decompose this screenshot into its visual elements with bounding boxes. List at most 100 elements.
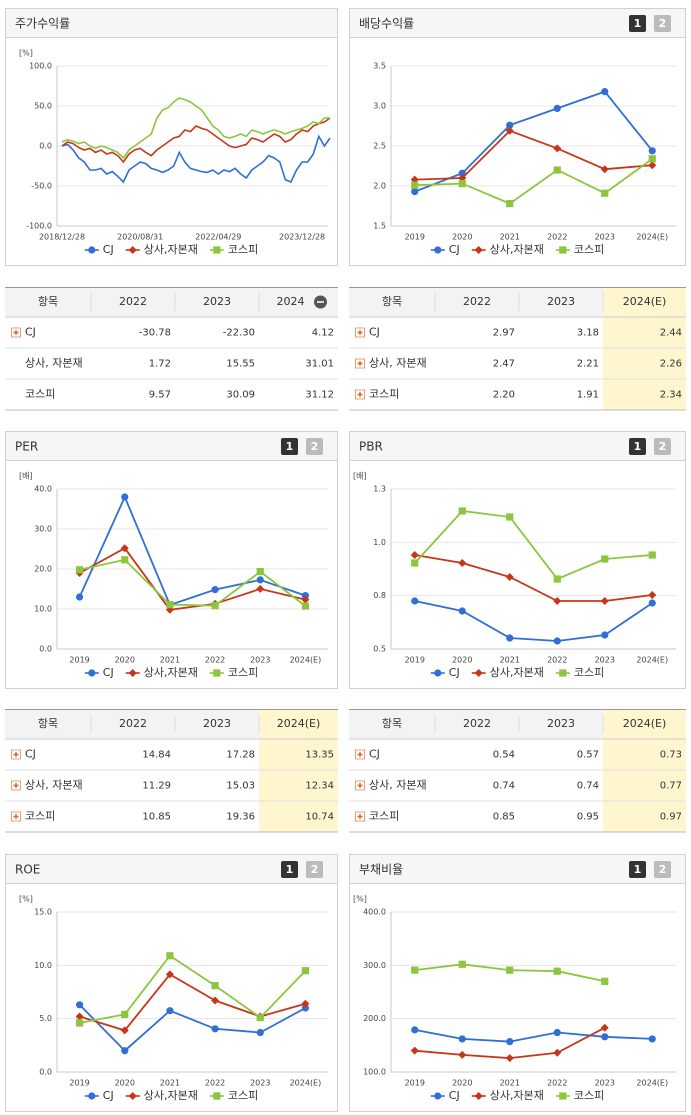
cell-value: 0.54 bbox=[493, 750, 515, 761]
point bbox=[301, 967, 310, 975]
x-tick-label: 2020 bbox=[452, 233, 472, 242]
page-button[interactable] bbox=[629, 861, 646, 878]
point bbox=[506, 121, 514, 129]
legend-marker bbox=[559, 1092, 567, 1100]
cell-value: 0.77 bbox=[660, 781, 682, 792]
point bbox=[301, 595, 310, 604]
point bbox=[256, 1014, 264, 1022]
page-button[interactable] bbox=[654, 15, 671, 32]
point bbox=[75, 1001, 84, 1009]
series-line bbox=[79, 558, 306, 607]
y-unit: [%] bbox=[19, 49, 33, 58]
point bbox=[601, 977, 609, 985]
y-tick-label: 10.0 bbox=[34, 961, 52, 970]
point bbox=[75, 1012, 84, 1021]
point bbox=[600, 1023, 609, 1032]
point bbox=[120, 1026, 129, 1035]
point bbox=[601, 189, 609, 197]
page-button[interactable] bbox=[654, 438, 671, 455]
page-button-label[interactable]: 1 bbox=[634, 863, 642, 876]
x-tick-label: 2020 bbox=[452, 656, 472, 665]
page-button-label[interactable]: 1 bbox=[634, 440, 642, 453]
page-button[interactable] bbox=[306, 861, 323, 878]
header-cell: 항목 bbox=[38, 717, 58, 730]
page-button[interactable] bbox=[281, 861, 298, 878]
row-label: 상사, 자본재 bbox=[369, 357, 427, 370]
cell-value: 0.95 bbox=[577, 812, 599, 823]
cell-value: 4.12 bbox=[312, 328, 334, 339]
legend-item: 코스피 bbox=[555, 243, 604, 256]
expand-icon-plus bbox=[357, 361, 363, 366]
expand-icon-plus bbox=[13, 330, 19, 335]
cell-value: 0.85 bbox=[493, 812, 515, 823]
cell-value: 9.57 bbox=[149, 390, 171, 401]
cell-value: 0.74 bbox=[493, 781, 515, 792]
cell-value: 1.72 bbox=[149, 359, 171, 370]
page-button[interactable] bbox=[281, 438, 298, 455]
cell-value: 2.44 bbox=[660, 328, 682, 339]
expand-icon-plus bbox=[13, 814, 19, 819]
legend-marker bbox=[434, 669, 442, 677]
header-cell: 2024 bbox=[277, 295, 305, 308]
point bbox=[648, 161, 657, 170]
series-line bbox=[61, 134, 331, 184]
header-cell: 항목 bbox=[382, 295, 402, 308]
page-button[interactable] bbox=[306, 438, 323, 455]
y-tick-label: 0.0 bbox=[39, 645, 52, 654]
legend-label: CJ bbox=[103, 666, 114, 679]
row-label: 상사, 자본재 bbox=[25, 357, 83, 370]
point bbox=[301, 602, 310, 610]
x-tick-label: 2023 bbox=[595, 233, 615, 242]
y-tick-label: 1.3 bbox=[373, 485, 386, 494]
legend-label: CJ bbox=[449, 666, 460, 679]
page-button-label[interactable]: 1 bbox=[286, 440, 294, 453]
series-line bbox=[414, 510, 653, 581]
point bbox=[648, 591, 657, 599]
point bbox=[256, 1028, 264, 1037]
legend-item: 상사,자본재 bbox=[125, 243, 198, 256]
legend: CJ 상사,자본재 코스피 bbox=[430, 243, 604, 256]
expand-icon-plus bbox=[357, 330, 363, 335]
panel-title: 부채비율 bbox=[359, 863, 403, 877]
cell-value: 17.28 bbox=[226, 750, 255, 761]
legend-item: 코스피 bbox=[555, 1089, 604, 1102]
point bbox=[553, 1048, 562, 1057]
y-tick-label: 0.0 bbox=[39, 1068, 52, 1077]
page-button-label[interactable]: 2 bbox=[659, 17, 667, 30]
page-button[interactable] bbox=[654, 861, 671, 878]
x-tick-label: 2023/12/28 bbox=[279, 233, 325, 242]
x-tick-label: 2019 bbox=[405, 233, 425, 242]
page-button-label[interactable]: 2 bbox=[311, 440, 319, 453]
point bbox=[506, 634, 514, 642]
x-tick-label: 2022 bbox=[205, 1079, 225, 1088]
point bbox=[506, 513, 514, 521]
page-button[interactable] bbox=[629, 438, 646, 455]
legend: CJ 상사,자본재 코스피 bbox=[430, 666, 604, 679]
point bbox=[411, 181, 419, 189]
legend-item: 상사,자본재 bbox=[125, 666, 198, 679]
point bbox=[256, 567, 264, 576]
page-button-label[interactable]: 1 bbox=[634, 17, 642, 30]
y-tick-label: -50.0 bbox=[31, 182, 52, 191]
point bbox=[601, 555, 609, 563]
point bbox=[411, 966, 419, 974]
header-cell: 2023 bbox=[547, 295, 575, 308]
row-label: 코스피 bbox=[25, 810, 55, 823]
y-unit: [배] bbox=[353, 472, 367, 481]
point bbox=[411, 559, 419, 567]
page-button-label[interactable]: 2 bbox=[659, 863, 667, 876]
y-unit: [%] bbox=[19, 895, 33, 904]
page-button[interactable] bbox=[629, 15, 646, 32]
page-button-label[interactable]: 2 bbox=[659, 440, 667, 453]
page-button-label[interactable]: 2 bbox=[311, 863, 319, 876]
legend-marker bbox=[213, 1092, 221, 1100]
point bbox=[75, 1019, 84, 1027]
x-tick-label: 2022 bbox=[547, 233, 567, 242]
panel-title: 주가수익률 bbox=[15, 17, 70, 31]
page-button-label[interactable]: 1 bbox=[286, 863, 294, 876]
row-label: CJ bbox=[369, 326, 380, 339]
y-tick-label: 300.0 bbox=[363, 961, 386, 970]
x-tick-label: 2021 bbox=[160, 656, 180, 665]
point bbox=[458, 1035, 466, 1043]
point bbox=[411, 1026, 419, 1034]
